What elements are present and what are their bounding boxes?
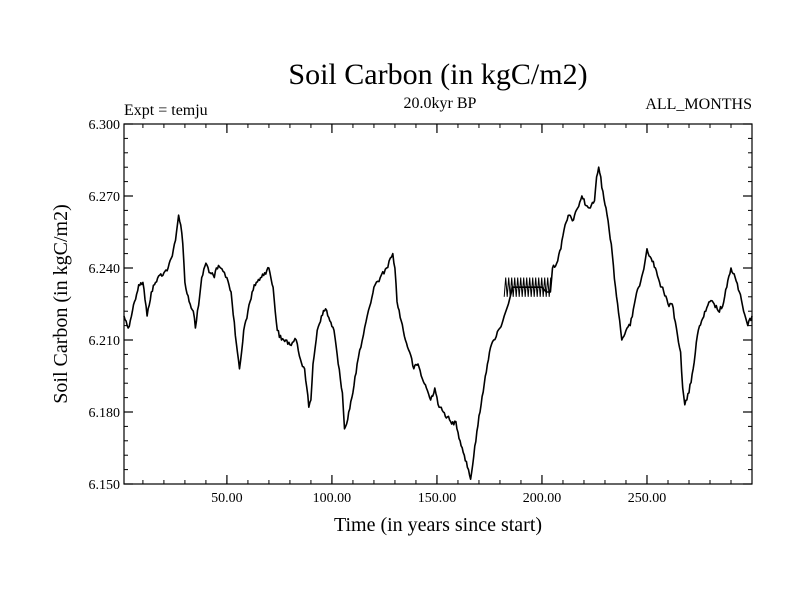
months-label: ALL_MONTHS: [645, 96, 752, 113]
x-tick-label: 200.00: [523, 491, 562, 506]
chart-title: Soil Carbon (in kgC/m2): [288, 58, 587, 91]
x-tick-label: 100.00: [313, 491, 352, 506]
y-axis-label: Soil Carbon (in kgC/m2): [50, 204, 72, 403]
y-major-ticks: [124, 123, 752, 485]
y-tick-label: 6.210: [89, 334, 121, 349]
x-major-ticks: [226, 124, 648, 484]
x-tick-labels: 50.00 100.00 150.00 200.00 250.00: [211, 491, 666, 506]
y-tick-label: 6.270: [89, 190, 121, 205]
x-minor-ticks: [142, 124, 732, 484]
x-axis-label: Time (in years since start): [334, 514, 542, 536]
y-tick-label: 6.150: [89, 478, 121, 493]
y-tick-label: 6.300: [89, 118, 121, 133]
soil-carbon-series-line: [123, 166, 753, 480]
x-tick-label: 150.00: [418, 491, 457, 506]
x-tick-label: 50.00: [211, 491, 243, 506]
y-minor-ticks: [124, 137, 752, 471]
y-tick-label: 6.240: [89, 262, 121, 277]
series-group: [123, 166, 753, 480]
period-label: 20.0kyr BP: [404, 95, 477, 112]
y-tick-label: 6.180: [89, 406, 121, 421]
y-tick-labels: 6.150 6.180 6.210 6.240 6.270 6.300: [89, 118, 121, 493]
plot-frame: [123, 123, 753, 485]
x-tick-label: 250.00: [628, 491, 667, 506]
experiment-label: Expt = temju: [124, 102, 208, 119]
